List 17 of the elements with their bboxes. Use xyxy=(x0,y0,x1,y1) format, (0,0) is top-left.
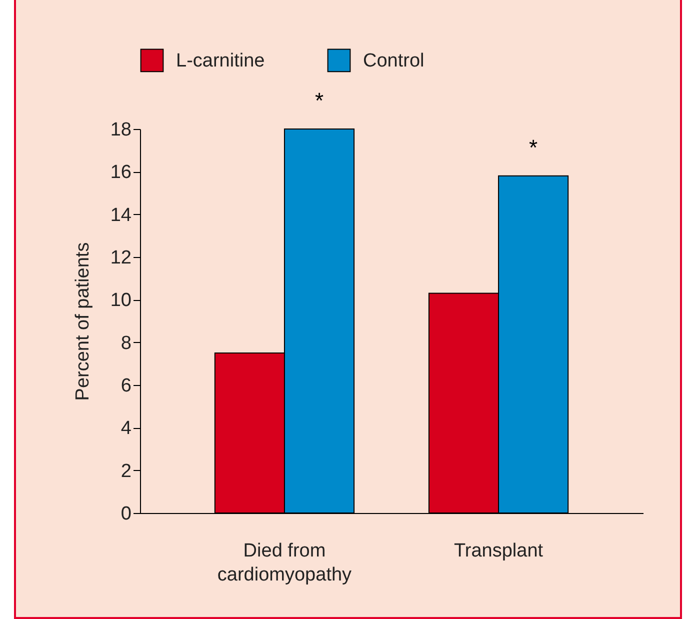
y-axis-title: Percent of patients xyxy=(72,242,94,401)
legend-label: L-carnitine xyxy=(176,50,265,72)
y-tick-label: 14 xyxy=(110,204,132,226)
legend-label: Control xyxy=(363,50,424,72)
x-tick-label: Transplant xyxy=(454,540,544,562)
annotation: * xyxy=(314,88,324,113)
y-tick-label: 18 xyxy=(110,120,132,140)
y-tick-label: 8 xyxy=(120,332,132,354)
y-tick-label: 4 xyxy=(120,418,132,440)
y-tick-label: 10 xyxy=(110,290,132,312)
y-tick-label: 0 xyxy=(120,504,132,524)
x-tick-label: Died from cardiomyopathy xyxy=(217,540,352,586)
y-tick-label: 16 xyxy=(110,162,132,184)
y-tick-label: 6 xyxy=(120,376,132,396)
annotation: * xyxy=(529,134,538,160)
y-tick-label: 2 xyxy=(120,460,132,482)
y-tick-label: 12 xyxy=(110,248,132,268)
